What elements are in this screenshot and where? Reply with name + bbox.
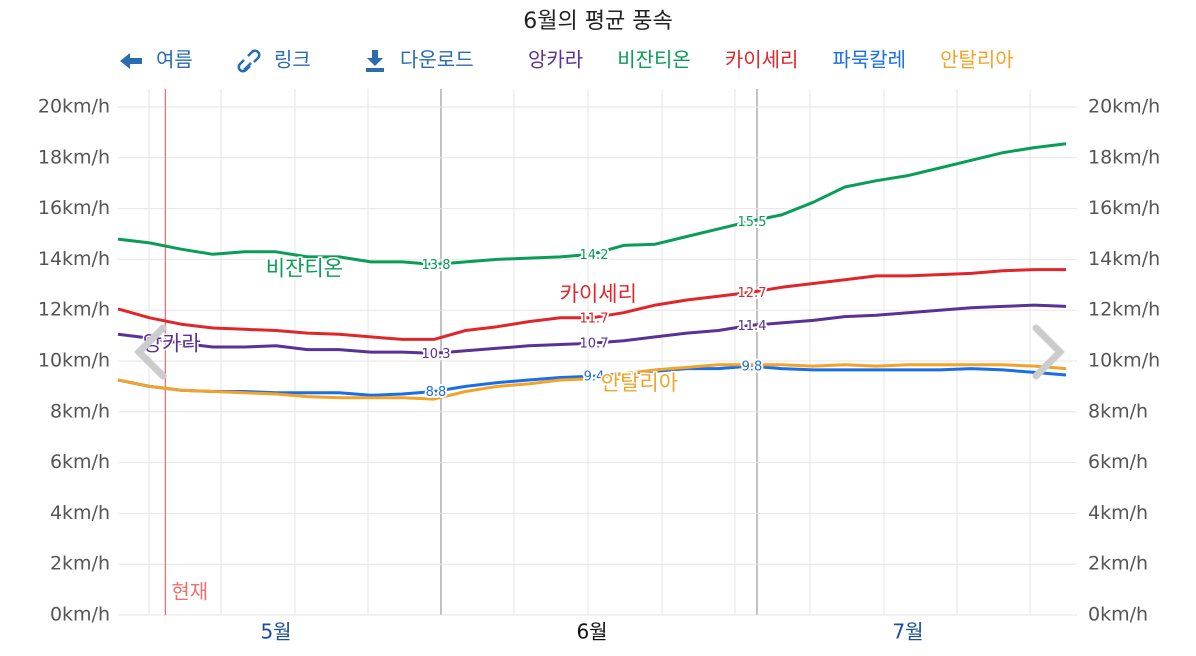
y2-tick-label: 10km/h bbox=[1088, 350, 1160, 372]
y-tick-label: 0km/h bbox=[50, 604, 110, 626]
y2-tick-label: 14km/h bbox=[1088, 248, 1160, 270]
plot-area: 0km/h 0km/h 2km/h 2km/h 4km/h 4km/h 6km/h 6km/h… bbox=[38, 89, 1160, 644]
prev-arrow[interactable] bbox=[134, 324, 167, 380]
series-line bbox=[117, 268, 1066, 341]
legend-entry[interactable]: 안탈리아 bbox=[940, 48, 1014, 72]
y2-tick-label: 8km/h bbox=[1088, 400, 1148, 422]
link-icon bbox=[237, 49, 261, 73]
y2-tick-label: 0km/h bbox=[1088, 604, 1148, 626]
x-tick-label: 6월 bbox=[576, 620, 607, 644]
link-button[interactable]: 링크 bbox=[237, 48, 311, 73]
x-tick-label: 7월 bbox=[892, 620, 923, 644]
value-label: 8.8 bbox=[426, 385, 447, 400]
legend-entry[interactable]: 카이세리 bbox=[725, 48, 799, 72]
y2-tick-label: 12km/h bbox=[1088, 299, 1160, 321]
y2-tick-label: 4km/h bbox=[1088, 502, 1148, 524]
y-tick-label: 6km/h bbox=[50, 451, 110, 473]
value-label: 14.2 bbox=[580, 248, 609, 263]
legend-entry[interactable]: 비잔티온 bbox=[617, 48, 691, 72]
current-label: 현재 bbox=[171, 580, 208, 604]
value-label: 9.8 bbox=[742, 360, 763, 375]
series-label: 안탈리아 bbox=[601, 371, 678, 395]
value-label: 12.7 bbox=[738, 286, 767, 301]
series-label: 카이세리 bbox=[560, 282, 637, 306]
y2-tick-label: 18km/h bbox=[1088, 146, 1160, 168]
summer-button[interactable]: 여름 bbox=[120, 48, 193, 72]
series-line bbox=[117, 142, 1067, 266]
y-tick-label: 14km/h bbox=[38, 248, 110, 270]
y-tick-label: 16km/h bbox=[38, 197, 110, 219]
summer-label[interactable]: 여름 bbox=[156, 48, 193, 72]
value-label: 10.3 bbox=[422, 347, 451, 362]
next-arrow[interactable] bbox=[1032, 324, 1065, 380]
series-label: 비잔티온 bbox=[266, 257, 343, 281]
y2-tick-label: 2km/h bbox=[1088, 553, 1148, 575]
back-arrow-icon bbox=[120, 53, 142, 69]
y2-tick-label: 16km/h bbox=[1088, 197, 1160, 219]
y-tick-label: 18km/h bbox=[38, 146, 110, 168]
series-line bbox=[117, 303, 1067, 355]
y-tick-label: 10km/h bbox=[38, 350, 110, 372]
y2-tick-label: 6km/h bbox=[1088, 451, 1148, 473]
chart-title: 6월의 평균 풍속 bbox=[523, 9, 672, 34]
y-tick-label: 20km/h bbox=[38, 96, 110, 118]
download-button[interactable]: 다운로드 bbox=[366, 48, 474, 73]
link-label[interactable]: 링크 bbox=[274, 48, 311, 72]
value-label: 9.4 bbox=[584, 370, 605, 385]
download-icon bbox=[366, 50, 384, 72]
value-label: 11.7 bbox=[580, 311, 609, 326]
download-label[interactable]: 다운로드 bbox=[400, 48, 474, 72]
legend-entry[interactable]: 파묵칼레 bbox=[832, 48, 906, 72]
x-tick-label: 5월 bbox=[260, 620, 291, 644]
legend-entry[interactable]: 앙카라 bbox=[528, 48, 583, 72]
y-tick-label: 8km/h bbox=[50, 400, 110, 422]
value-label: 10.7 bbox=[580, 337, 609, 352]
y2-tick-label: 20km/h bbox=[1088, 96, 1160, 118]
y-tick-label: 12km/h bbox=[38, 299, 110, 321]
value-label: 13.8 bbox=[422, 258, 451, 273]
series-line bbox=[117, 363, 1067, 401]
y-tick-label: 2km/h bbox=[50, 553, 110, 575]
value-label: 11.4 bbox=[738, 319, 767, 334]
y-tick-label: 4km/h bbox=[50, 502, 110, 524]
legend: 앙카라 비잔티온 카이세리 파묵칼레 안탈리아 bbox=[528, 48, 1014, 72]
value-label: 15.5 bbox=[738, 215, 767, 230]
